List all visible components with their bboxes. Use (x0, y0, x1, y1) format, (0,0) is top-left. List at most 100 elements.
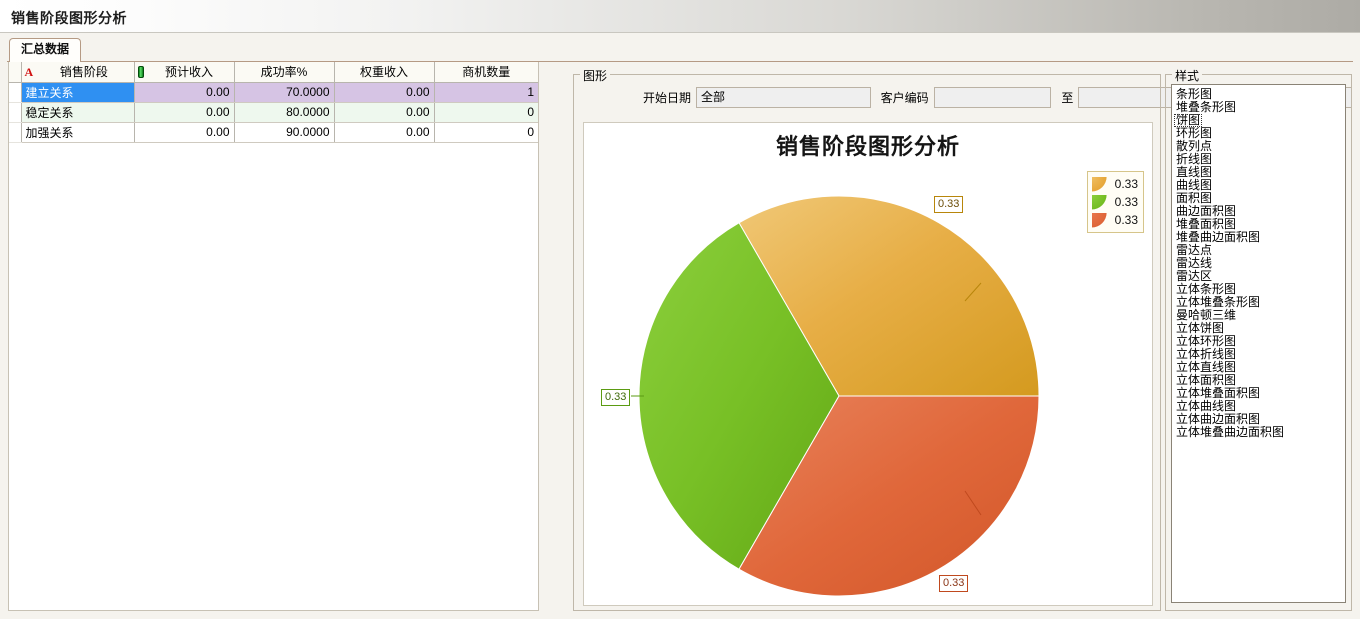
style-list-item[interactable]: 雷达点 (1174, 243, 1345, 257)
table-row[interactable]: 稳定关系 0.00 80.0000 0.00 0 (9, 102, 538, 123)
legend-label: 0.33 (1114, 213, 1138, 227)
to-label: 至 (1061, 90, 1074, 105)
style-list-item[interactable]: 立体堆叠面积图 (1174, 386, 1345, 400)
cell-expected-revenue[interactable]: 0.00 (134, 122, 235, 143)
graph-groupbox: 图形 销售阶段图形分析 (573, 67, 1161, 611)
style-list-item[interactable]: 折线图 (1174, 152, 1345, 166)
cell-success-rate[interactable]: 70.0000 (234, 82, 335, 103)
chart-title: 销售阶段图形分析 (775, 134, 960, 159)
style-listbox[interactable]: 条形图 堆叠条形图 饼图 环形图 散列点 折线图 直线图 曲线图 面积图 曲边面积图 堆叠面积图 堆叠… (1171, 84, 1346, 603)
style-list-item[interactable]: 直线图 (1174, 165, 1345, 179)
pie-chart-svg[interactable] (584, 123, 1154, 607)
tab-strip: 汇总数据 (7, 38, 1353, 62)
tab-strip-baseline (7, 61, 1353, 62)
style-list-item-label: 立体饼图 (1176, 321, 1225, 335)
row-selector-cell[interactable] (9, 122, 22, 143)
cell-expected-revenue[interactable]: 0.00 (134, 82, 235, 103)
grid-col-header-opportunity-count[interactable]: 商机数量 (434, 62, 538, 83)
style-list-item-label: 曲线图 (1176, 178, 1213, 192)
cell-success-rate[interactable]: 90.0000 (234, 122, 335, 143)
grid-col-header-sales-stage[interactable]: A 销售阶段 (21, 62, 135, 83)
style-list-item[interactable]: 立体曲边面积图 (1174, 412, 1345, 426)
style-list-item[interactable]: 立体环形图 (1174, 334, 1345, 348)
style-list-item[interactable]: 堆叠条形图 (1174, 100, 1345, 114)
summary-data-grid: A 销售阶段 预计收入 成功率% 权重收入 商机数量 (9, 62, 538, 143)
chart-legend: 0.33 0.33 0.33 (1086, 171, 1144, 233)
pie-slices (638, 195, 1040, 597)
style-list-item[interactable]: 堆叠曲边面积图 (1174, 230, 1345, 244)
style-groupbox: 样式 条形图 堆叠条形图 饼图 环形图 散列点 折线图 直线图 曲线图 面积图 曲边面积图 堆叠面积… (1165, 67, 1352, 611)
chart-canvas[interactable]: 销售阶段图形分析 (583, 122, 1153, 606)
cell-weighted-revenue[interactable]: 0.00 (334, 102, 435, 123)
style-list-item[interactable]: 条形图 (1174, 87, 1345, 101)
cell-opportunity-count[interactable]: 0 (434, 102, 538, 123)
row-selector-cell[interactable] (9, 102, 22, 123)
style-list-item[interactable]: 立体折线图 (1174, 347, 1345, 361)
style-list-item-label: 立体堆叠条形图 (1176, 295, 1261, 309)
legend-item: 0.33 (1092, 193, 1138, 211)
style-list-item[interactable]: 饼图 (1174, 113, 1345, 127)
style-list-item[interactable]: 立体堆叠条形图 (1174, 295, 1345, 309)
grid-col-header-success-rate[interactable]: 成功率% (234, 62, 335, 83)
style-list-item[interactable]: 立体面积图 (1174, 373, 1345, 387)
pie-leader-lines (631, 282, 982, 516)
cell-sales-stage[interactable]: 稳定关系 (21, 102, 135, 123)
style-list-item[interactable]: 立体曲线图 (1174, 399, 1345, 413)
style-list-item-label: 立体直线图 (1176, 360, 1237, 374)
style-list-item-label: 立体折线图 (1176, 347, 1237, 361)
page-title: 销售阶段图形分析 (11, 10, 127, 26)
style-list-item-label: 直线图 (1176, 165, 1213, 179)
tab-summary-data[interactable]: 汇总数据 (9, 38, 82, 62)
style-list-item[interactable]: 雷达区 (1174, 269, 1345, 283)
cell-weighted-revenue[interactable]: 0.00 (334, 82, 435, 103)
style-list-item[interactable]: 曲线图 (1174, 178, 1345, 192)
start-date-input[interactable]: 全部 (696, 86, 871, 108)
cell-success-rate[interactable]: 80.0000 (234, 102, 335, 123)
pie-data-label-3: 0.33 (939, 575, 969, 592)
style-list-item-label: 雷达区 (1176, 269, 1213, 283)
style-list-item[interactable]: 散列点 (1174, 139, 1345, 153)
style-list-item[interactable]: 曲边面积图 (1174, 204, 1345, 218)
table-row[interactable]: 加强关系 0.00 90.0000 0.00 0 (9, 122, 538, 143)
row-selector-cell[interactable] (9, 82, 22, 103)
cell-opportunity-count[interactable]: 1 (434, 82, 538, 103)
style-list-item[interactable]: 立体堆叠曲边面积图 (1174, 425, 1345, 439)
grid-header-row: A 销售阶段 预计收入 成功率% 权重收入 商机数量 (9, 62, 538, 83)
style-list-item[interactable]: 面积图 (1174, 191, 1345, 205)
style-list-item-label: 饼图 (1174, 113, 1203, 127)
graph-groupbox-label: 图形 (580, 67, 611, 84)
style-list-item[interactable]: 立体直线图 (1174, 360, 1345, 374)
style-list-item-label: 堆叠面积图 (1176, 217, 1237, 231)
grid-col-header-expected-revenue[interactable]: 预计收入 (134, 62, 235, 83)
cell-weighted-revenue[interactable]: 0.00 (334, 122, 435, 143)
cell-sales-stage[interactable]: 建立关系 (21, 82, 135, 103)
number-type-icon (137, 65, 144, 78)
summary-data-grid-panel: A 销售阶段 预计收入 成功率% 权重收入 商机数量 (8, 62, 539, 611)
start-date-label: 开始日期 (643, 90, 692, 105)
style-list-item[interactable]: 雷达线 (1174, 256, 1345, 270)
style-list-item-label: 雷达点 (1176, 243, 1213, 257)
style-list-item[interactable]: 立体条形图 (1174, 282, 1345, 296)
cell-sales-stage[interactable]: 加强关系 (21, 122, 135, 143)
legend-label: 0.33 (1114, 195, 1138, 209)
window-titlebar: 销售阶段图形分析 (0, 0, 1360, 33)
legend-swatch-green-icon (1092, 195, 1109, 210)
cell-expected-revenue[interactable]: 0.00 (134, 102, 235, 123)
style-list-item[interactable]: 曼哈顿三维 (1174, 308, 1345, 322)
style-list-item-label: 立体堆叠曲边面积图 (1176, 425, 1285, 439)
legend-swatch-red-icon (1092, 213, 1109, 228)
customer-code-input[interactable] (933, 86, 1052, 108)
cell-opportunity-count[interactable]: 0 (434, 122, 538, 143)
style-list-item-label: 立体条形图 (1176, 282, 1237, 296)
style-list-item[interactable]: 立体饼图 (1174, 321, 1345, 335)
style-list-item-label: 堆叠曲边面积图 (1176, 230, 1261, 244)
table-row[interactable]: 建立关系 0.00 70.0000 0.00 1 (9, 82, 538, 103)
style-list-item[interactable]: 堆叠面积图 (1174, 217, 1345, 231)
legend-swatch-gold-icon (1092, 177, 1109, 192)
pie-slice-1-gold (738, 195, 1040, 397)
style-list-item-label: 立体曲线图 (1176, 399, 1237, 413)
grid-row-selector-header[interactable] (9, 62, 22, 83)
style-list-item[interactable]: 环形图 (1174, 126, 1345, 140)
grid-col-header-weighted-revenue[interactable]: 权重收入 (334, 62, 435, 83)
style-list-item-label: 曼哈顿三维 (1176, 308, 1237, 322)
